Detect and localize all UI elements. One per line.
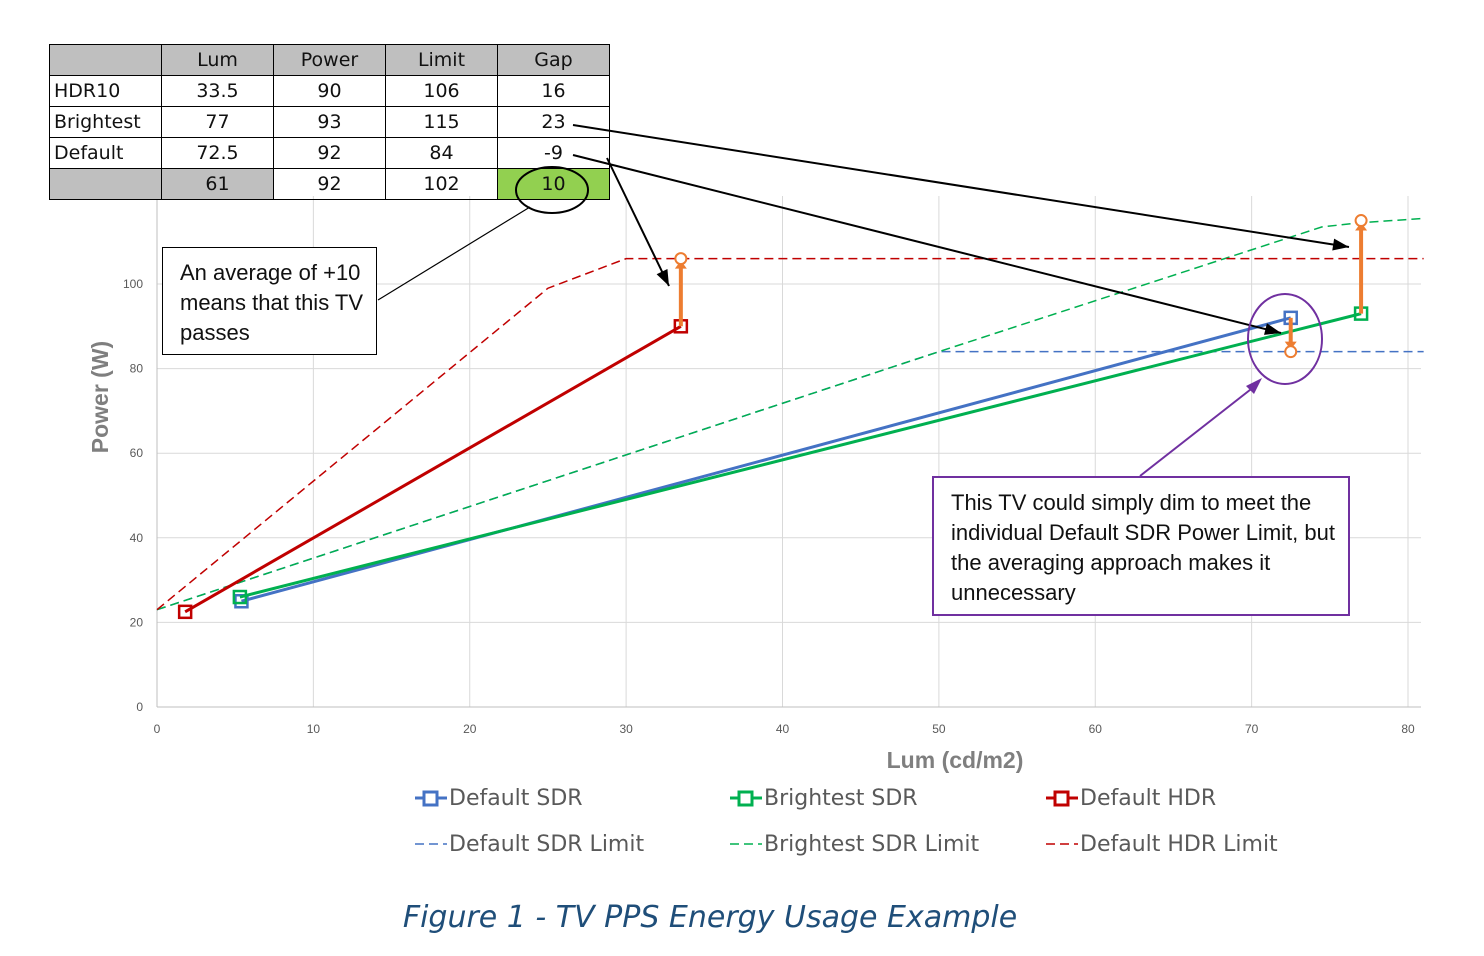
pointer-arrow-line xyxy=(572,154,1282,334)
table-cell: 23 xyxy=(497,106,610,138)
legend-item-brightest-sdr: Brightest SDR xyxy=(730,783,918,813)
table-row: HDR10 33.5 90 106 16 xyxy=(49,75,610,107)
legend-label: Default SDR Limit xyxy=(449,831,645,857)
series-line-default-sdr xyxy=(241,316,1292,603)
data-point-marker xyxy=(232,589,248,605)
x-tick-label: 10 xyxy=(307,722,321,736)
y-tick-label: 100 xyxy=(123,277,143,291)
table-cell: Brightest xyxy=(49,106,162,138)
y-tick-label: 20 xyxy=(130,615,144,629)
legend-label: Default HDR Limit xyxy=(1080,831,1278,857)
pointer-arrow-line xyxy=(572,124,1350,248)
table-cell: -9 xyxy=(497,137,610,169)
table-cell: 115 xyxy=(385,106,498,138)
table-cell: 61 xyxy=(161,168,274,200)
limit-point-marker xyxy=(1354,214,1368,228)
limit-point-marker xyxy=(674,252,688,266)
table-cell: HDR10 xyxy=(49,75,162,107)
x-tick-label: 70 xyxy=(1245,722,1259,736)
legend-item-default-sdr-limit: Default SDR Limit xyxy=(415,829,644,859)
annotation-arrows xyxy=(572,124,1368,359)
table-row: Brightest 77 93 115 23 xyxy=(49,106,610,138)
pointer-arrow-line xyxy=(606,157,670,287)
average-gap-cell: 10 xyxy=(497,168,610,200)
table-cell: Limit xyxy=(385,44,498,76)
legend-label: Brightest SDR xyxy=(764,785,918,811)
data-point-marker xyxy=(177,604,193,620)
legend-item-default-hdr-limit: Default HDR Limit xyxy=(1046,829,1278,859)
legend-marker-square xyxy=(415,790,447,807)
chart-series xyxy=(156,217,1424,620)
gap-table: Lum Power Limit Gap HDR10 33.5 90 106 16… xyxy=(49,44,610,200)
x-tick-label: 30 xyxy=(619,722,633,736)
legend-dash xyxy=(730,843,762,845)
legend-label: Default SDR xyxy=(449,785,583,811)
y-tick-label: 80 xyxy=(130,362,144,376)
x-tick-label: 80 xyxy=(1401,722,1415,736)
table-cell: 33.5 xyxy=(161,75,274,107)
table-cell: Power xyxy=(273,44,386,76)
series-line-default-hdr-limit xyxy=(156,257,1424,611)
x-tick-label: 20 xyxy=(463,722,477,736)
x-axis-label: Lum (cd/m2) xyxy=(887,747,1024,773)
legend-dash xyxy=(415,843,447,845)
table-cell: 93 xyxy=(273,106,386,138)
legend-item-brightest-sdr-limit: Brightest SDR Limit xyxy=(730,829,979,859)
table-cell: 90 xyxy=(273,75,386,107)
table-cell: Default xyxy=(49,137,162,169)
pointer-arrowhead xyxy=(1264,323,1281,335)
table-header-row: Lum Power Limit Gap xyxy=(49,44,610,76)
table-cell: 16 xyxy=(497,75,610,107)
legend-label: Default HDR xyxy=(1080,785,1217,811)
legend-label: Brightest SDR Limit xyxy=(764,831,980,857)
x-tick-label: 40 xyxy=(776,722,790,736)
x-tick-label: 50 xyxy=(932,722,946,736)
pointer-arrowhead xyxy=(1332,238,1349,251)
legend-marker-square xyxy=(730,790,762,807)
table-cell xyxy=(49,168,162,200)
series-line-brightest-sdr-limit xyxy=(156,217,1424,611)
table-cell: 77 xyxy=(161,106,274,138)
y-tick-label: 60 xyxy=(130,446,144,460)
table-cell: 92 xyxy=(273,137,386,169)
table-cell: 102 xyxy=(385,168,498,200)
table-cell: Gap xyxy=(497,44,610,76)
chart-ticks: 0 10 20 30 40 50 60 70 80 0 20 40 60 80 100 xyxy=(123,277,1415,736)
x-tick-label: 60 xyxy=(1089,722,1103,736)
y-tick-label: 0 xyxy=(136,700,143,714)
legend-item-default-hdr: Default HDR xyxy=(1046,783,1216,813)
series-line-default-hdr xyxy=(184,325,682,614)
legend-item-default-sdr: Default SDR xyxy=(415,783,583,813)
pointer-arrowhead xyxy=(656,268,669,286)
figure-caption: Figure 1 - TV PPS Energy Usage Example xyxy=(402,900,1018,935)
series-line-brightest-sdr xyxy=(239,312,1362,599)
dim-callout: This TV could simply dim to meet the ind… xyxy=(932,476,1350,616)
table-row: Default 72.5 92 84 -9 xyxy=(49,137,610,169)
x-tick-label: 0 xyxy=(154,722,161,736)
limit-point-marker xyxy=(1284,345,1298,359)
table-cell: 106 xyxy=(385,75,498,107)
y-axis-label: Power (W) xyxy=(87,341,113,453)
table-cell xyxy=(49,44,162,76)
table-cell: 84 xyxy=(385,137,498,169)
table-row-average: 61 92 102 10 xyxy=(49,168,610,200)
table-cell: 72.5 xyxy=(161,137,274,169)
table-cell: Lum xyxy=(161,44,274,76)
legend-marker-square xyxy=(1046,790,1078,807)
table-cell: 92 xyxy=(273,168,386,200)
legend-dash xyxy=(1046,843,1078,845)
y-tick-label: 40 xyxy=(130,531,144,545)
average-callout: An average of +10 means that this TV pas… xyxy=(162,247,377,355)
